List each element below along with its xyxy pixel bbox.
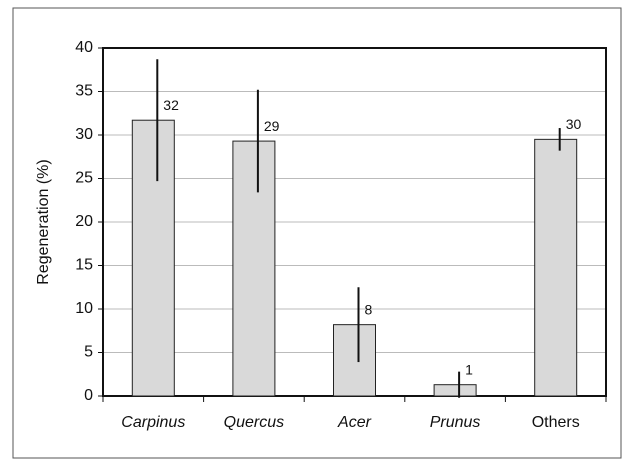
value-label: 32: [163, 97, 179, 113]
bar: [131, 119, 175, 397]
figure-frame: [12, 7, 622, 459]
bar: [333, 324, 376, 397]
value-label: 1: [465, 361, 473, 377]
y-tick-label: 0: [84, 387, 93, 404]
value-label: 8: [365, 301, 373, 317]
value-label: 30: [566, 116, 582, 132]
x-tick-label: Quercus: [224, 414, 284, 431]
x-tick-label: Others: [532, 414, 580, 431]
y-tick-label: 20: [75, 213, 93, 230]
y-tick-label: 5: [84, 344, 93, 361]
y-axis-label: Regeneration (%): [35, 159, 52, 284]
x-tick-label: Carpinus: [121, 414, 185, 431]
x-tick-label: Acer: [337, 414, 372, 431]
y-tick-label: 10: [75, 300, 93, 317]
bar: [232, 140, 276, 397]
y-tick-label: 40: [75, 39, 93, 56]
y-tick-label: 35: [75, 83, 93, 100]
y-tick-label: 25: [75, 170, 93, 187]
y-tick-label: 30: [75, 126, 93, 143]
bar: [534, 138, 578, 397]
y-tick-label: 15: [75, 257, 93, 274]
x-tick-label: Prunus: [430, 414, 481, 431]
bar: [433, 384, 477, 397]
value-label: 29: [264, 118, 280, 134]
